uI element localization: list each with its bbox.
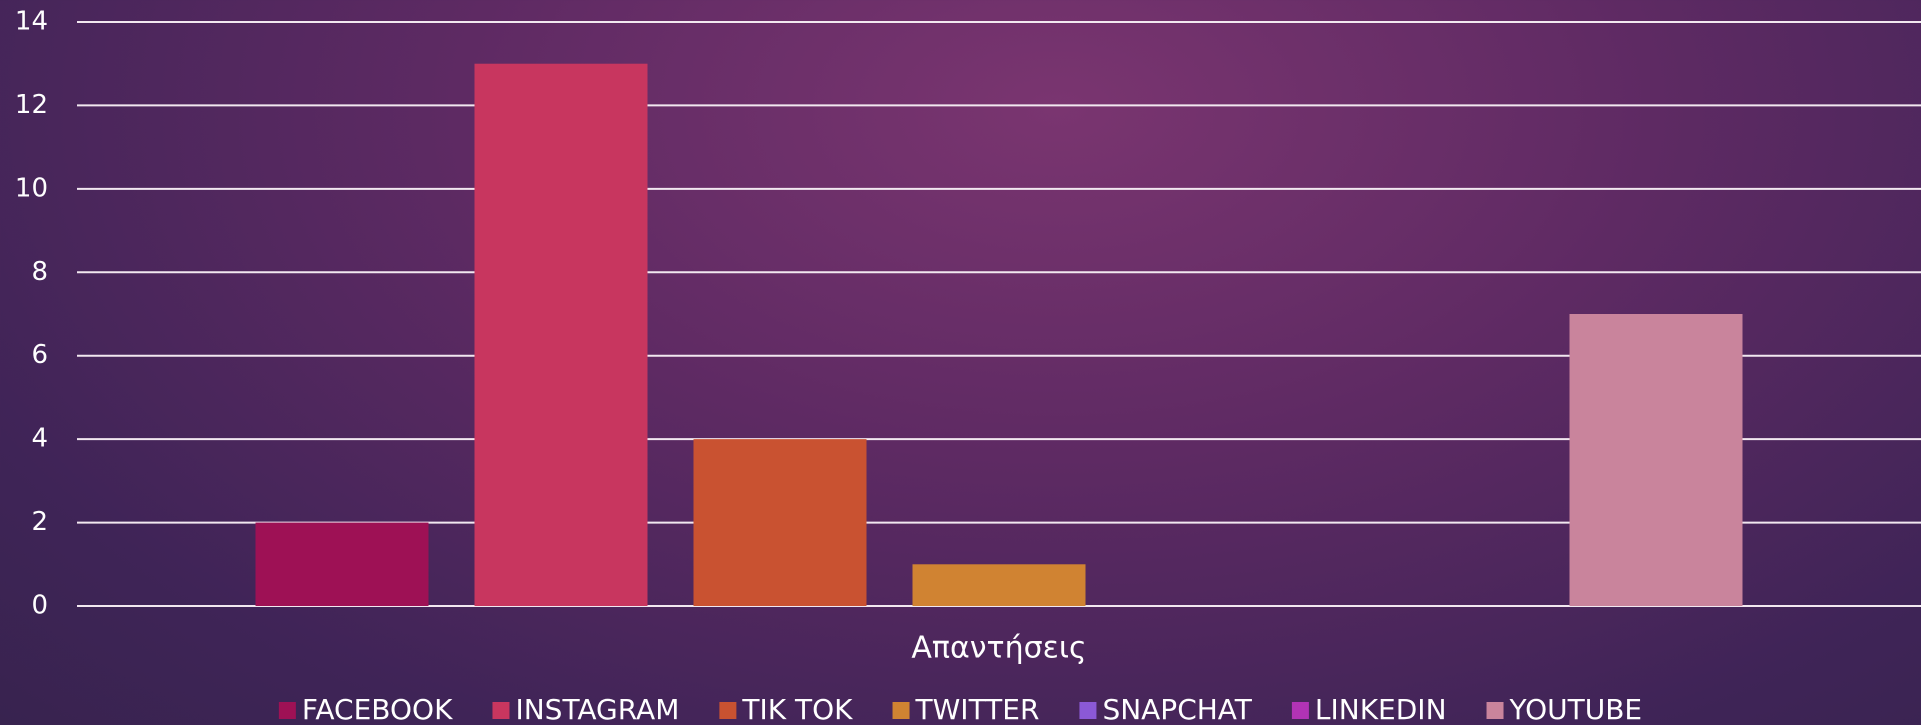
legend-label: TWITTER xyxy=(915,693,1040,725)
y-tick-label: 0 xyxy=(31,591,48,621)
y-tick-label: 14 xyxy=(15,7,48,37)
legend-swatch xyxy=(1486,702,1504,719)
legend-label: SNAPCHAT xyxy=(1102,693,1252,725)
bar xyxy=(474,63,648,606)
legend-swatch xyxy=(892,702,910,719)
y-tick-label: 6 xyxy=(31,340,48,370)
bar xyxy=(1569,314,1743,606)
y-tick-label: 8 xyxy=(31,257,48,287)
y-tick-label: 12 xyxy=(15,90,48,120)
legend-swatch xyxy=(1079,702,1097,719)
bar xyxy=(693,439,867,606)
legend-label: INSTAGRAM xyxy=(515,693,679,725)
legend-swatch xyxy=(278,702,296,719)
bar xyxy=(912,564,1086,606)
x-tick-label: Απαντήσεις xyxy=(911,631,1086,666)
legend-label: LINKEDIN xyxy=(1315,693,1447,725)
legend-label: FACEBOOK xyxy=(302,693,453,725)
y-tick-label: 2 xyxy=(31,507,48,537)
legend-label: YOUTUBE xyxy=(1509,693,1643,725)
bar xyxy=(255,522,429,606)
y-tick-label: 4 xyxy=(31,424,48,454)
legend-swatch xyxy=(1291,702,1309,719)
legend-swatch xyxy=(719,702,737,719)
legend-label: TIK TOK xyxy=(741,693,853,725)
y-tick-label: 10 xyxy=(15,173,48,203)
legend-swatch xyxy=(492,702,510,719)
